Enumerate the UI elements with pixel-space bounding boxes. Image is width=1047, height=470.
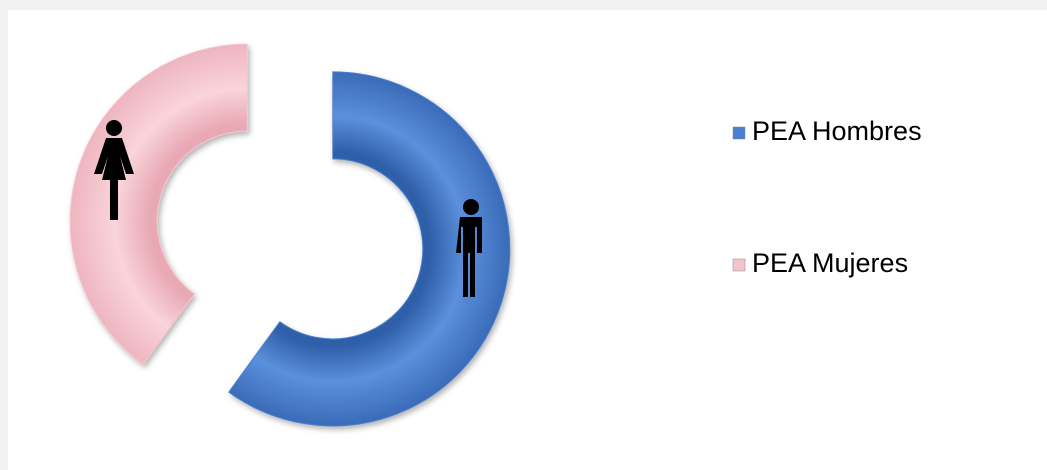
legend-label: PEA Hombres [752,116,922,146]
legend-swatch [732,126,746,140]
doughnut-segment [228,71,511,427]
legend-swatch [732,258,746,272]
woman-icon [94,120,134,220]
man-icon [456,199,482,297]
legend-label: PEA Mujeres [752,248,908,278]
